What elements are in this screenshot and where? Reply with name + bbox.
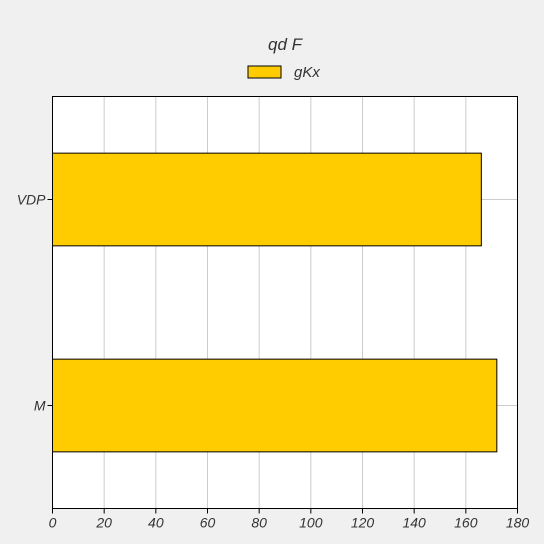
y-category-label: M <box>34 398 46 414</box>
x-tick-label: 100 <box>299 515 323 531</box>
x-tick-label: 60 <box>200 515 216 531</box>
x-tick-label: 80 <box>251 515 267 531</box>
bar-m <box>52 358 498 453</box>
legend-label: gKx <box>294 64 320 81</box>
legend-swatch <box>247 65 282 79</box>
x-tick-label: 140 <box>402 515 426 531</box>
y-axis-labels: VDP M <box>17 192 53 414</box>
x-axis-ticks: 0 20 40 60 80 100 120 140 160 180 <box>49 508 530 531</box>
bars <box>52 152 498 453</box>
legend: gKx <box>247 64 320 81</box>
x-tick-label: 120 <box>351 515 375 531</box>
x-tick-label: 180 <box>506 515 530 531</box>
x-tick-label: 160 <box>454 515 478 531</box>
chart-title: qd F <box>268 35 304 54</box>
y-category-label: VDP <box>17 192 46 208</box>
bar-vdp <box>52 152 482 247</box>
x-tick-label: 0 <box>49 515 57 531</box>
plot-frame <box>52 96 518 509</box>
x-tick-label: 20 <box>95 515 112 531</box>
x-tick-label: 40 <box>148 515 164 531</box>
